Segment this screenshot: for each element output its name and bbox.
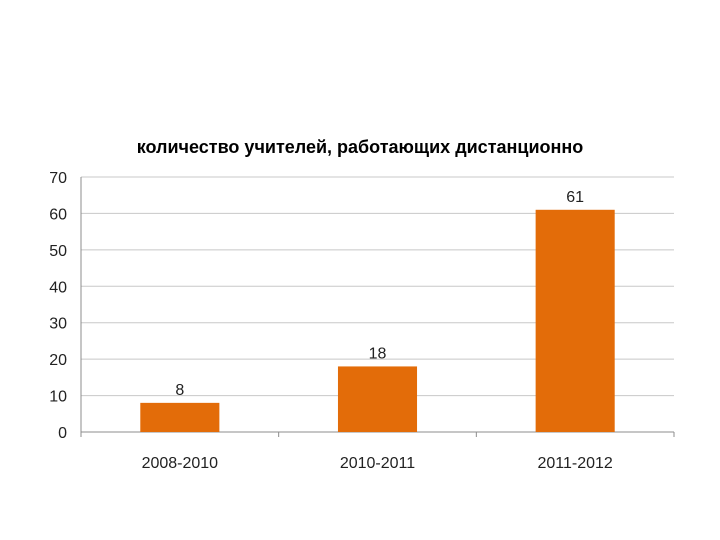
bar-value-label: 8 bbox=[175, 382, 184, 399]
x-category-label: 2010-2011 bbox=[340, 455, 415, 472]
bar-value-label: 61 bbox=[566, 189, 584, 206]
y-tick-label: 20 bbox=[49, 352, 67, 369]
bar-value-label: 18 bbox=[369, 345, 387, 362]
bar bbox=[337, 366, 418, 432]
y-tick-label: 0 bbox=[58, 425, 67, 442]
x-category-label: 2011-2012 bbox=[538, 455, 613, 472]
x-category-label: 2008-2010 bbox=[142, 455, 219, 472]
chart-title: количество учителей, работающих дистанци… bbox=[137, 137, 584, 157]
gridlines bbox=[81, 176, 674, 397]
bar bbox=[140, 402, 220, 432]
y-tick-label: 50 bbox=[49, 243, 67, 260]
y-tick-label: 60 bbox=[49, 206, 67, 223]
bar bbox=[535, 209, 615, 432]
y-tick-label: 70 bbox=[49, 170, 67, 187]
y-tick-label: 10 bbox=[49, 389, 67, 406]
y-tick-label: 30 bbox=[49, 316, 67, 333]
y-tick-label: 40 bbox=[49, 279, 67, 296]
labels: 0 10 20 30 40 50 60 70 8 2008-2010 18 2010-2011 61 20… bbox=[49, 170, 613, 472]
bars bbox=[140, 209, 615, 432]
